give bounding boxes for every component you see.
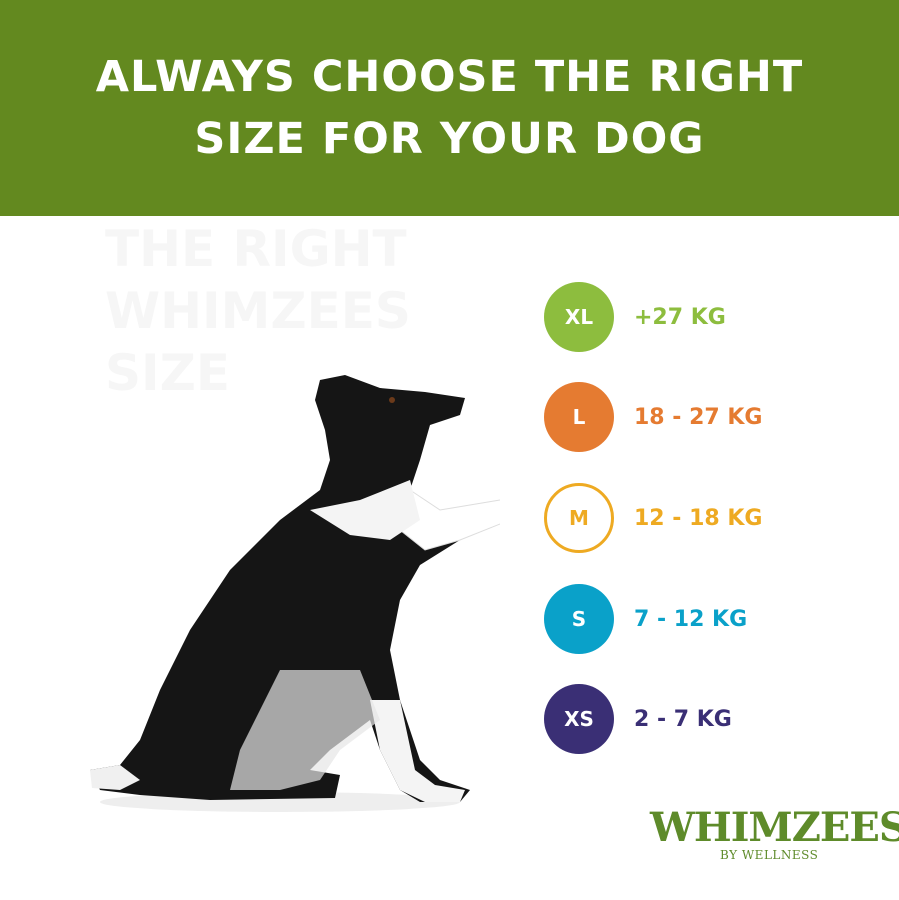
watermark-line: SIZE — [105, 344, 231, 402]
weight-range: 12 - 18 KG — [634, 505, 763, 531]
size-badge: M — [544, 483, 614, 553]
size-badge: S — [544, 584, 614, 654]
size-row-l: L 18 - 27 KG — [544, 382, 762, 452]
watermark-line: THE RIGHT — [105, 220, 407, 278]
weight-range: 7 - 12 KG — [634, 606, 748, 632]
dog-image — [90, 375, 500, 812]
size-badge: XS — [544, 684, 614, 754]
size-row-m: M 12 - 18 KG — [544, 483, 762, 553]
logo-wordmark: WHIMZEES — [650, 804, 899, 851]
size-row-xs: XS 2 - 7 KG — [544, 684, 732, 754]
title-line-1: ALWAYS CHOOSE THE RIGHT — [95, 52, 804, 102]
header-banner: ALWAYS CHOOSE THE RIGHT SIZE FOR YOUR DOG — [0, 0, 899, 216]
weight-range: 18 - 27 KG — [634, 404, 763, 430]
weight-range: 2 - 7 KG — [634, 706, 732, 732]
logo-subtitle: BY WELLNESS — [720, 848, 819, 862]
whimzees-logo: WHIMZEES BY WELLNESS — [650, 804, 899, 862]
title-line-2: SIZE FOR YOUR DOG — [194, 114, 705, 164]
size-badge: L — [544, 382, 614, 452]
size-row-s: S 7 - 12 KG — [544, 584, 747, 654]
watermark-text: THE RIGHT WHIMZEES SIZE — [105, 218, 411, 404]
watermark-line: WHIMZEES — [105, 282, 411, 340]
size-badge: XL — [544, 282, 614, 352]
page-title: ALWAYS CHOOSE THE RIGHT SIZE FOR YOUR DOG — [96, 46, 803, 170]
size-row-xl: XL +27 KG — [544, 282, 726, 352]
weight-range: +27 KG — [634, 304, 726, 330]
